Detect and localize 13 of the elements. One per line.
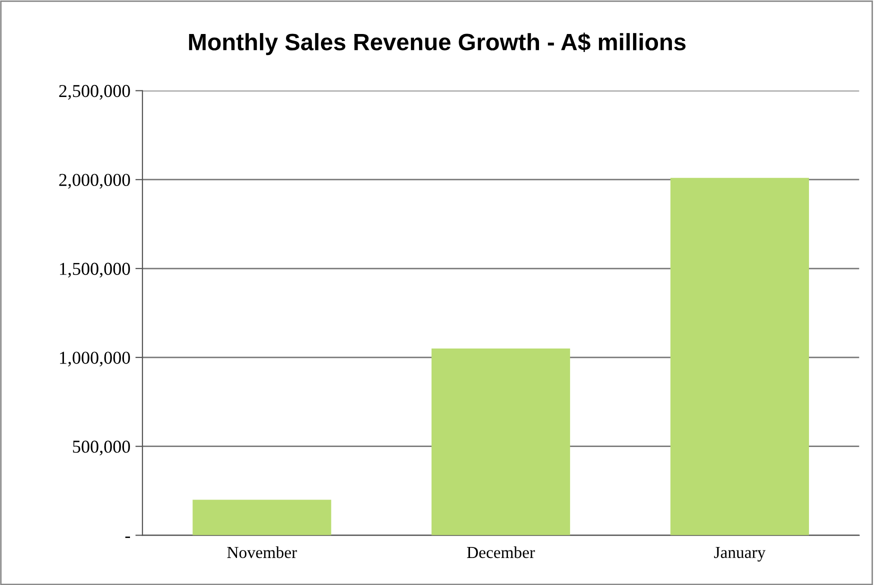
y-tick-label: 500,000 xyxy=(73,440,130,456)
y-tick-label: 2,000,000 xyxy=(59,174,130,189)
y-tick-label: 2,500,000 xyxy=(59,84,130,100)
y-tick-label: 1,500,000 xyxy=(60,262,130,278)
y-tick-label: - xyxy=(125,536,130,538)
bar xyxy=(192,500,332,536)
bar xyxy=(432,348,570,536)
chart-title: Monthly Sales Revenue Growth - A$ millions xyxy=(189,32,686,56)
y-tick-label: 1,000,000 xyxy=(60,352,130,366)
x-tick-label: December xyxy=(467,546,535,558)
x-tick-label: November xyxy=(227,546,297,558)
bar xyxy=(670,178,809,536)
x-tick-label: January xyxy=(714,546,766,562)
